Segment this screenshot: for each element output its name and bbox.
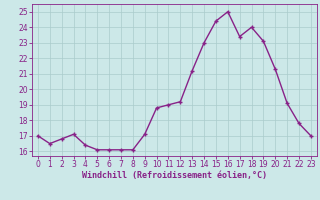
X-axis label: Windchill (Refroidissement éolien,°C): Windchill (Refroidissement éolien,°C) — [82, 171, 267, 180]
